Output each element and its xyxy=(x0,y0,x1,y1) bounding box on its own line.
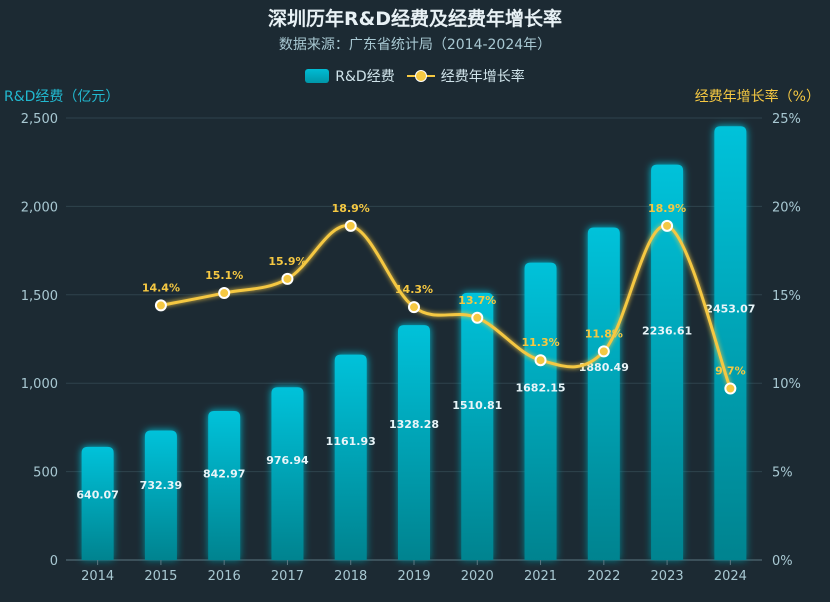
x-tick-label: 2016 xyxy=(208,569,241,584)
x-tick-label: 2019 xyxy=(397,569,430,584)
bar-value-label: 1328.28 xyxy=(389,418,439,431)
y-tick-label-left: 2,000 xyxy=(21,200,58,215)
bar-rd-funding-2014 xyxy=(81,446,114,560)
x-tick-label: 2022 xyxy=(587,569,620,584)
y-axis-left-title: R&D经费（亿元） xyxy=(4,89,120,105)
x-tick-label: 2023 xyxy=(651,569,684,584)
legend: R&D经费 经费年增长率 xyxy=(0,66,830,86)
bar-rd-funding-2015 xyxy=(144,430,177,560)
y-tick-label-right: 20% xyxy=(772,200,801,215)
point-growth-rate-2018 xyxy=(344,219,357,232)
point-value-label: 15.9% xyxy=(268,255,306,268)
point-value-label: 11.8% xyxy=(585,327,623,340)
bar-value-label: 2236.61 xyxy=(642,325,692,338)
y-tick-label-right: 5% xyxy=(772,466,793,481)
point-growth-rate-2015 xyxy=(154,299,167,312)
bar-value-label: 2453.07 xyxy=(705,302,755,315)
x-tick-label: 2015 xyxy=(144,569,177,584)
y-axis-right-title: 经费年增长率（%） xyxy=(694,89,820,105)
y-tick-label-left: 0 xyxy=(50,554,58,569)
bar-value-label: 1510.81 xyxy=(452,399,502,412)
y-tick-label-left: 1,000 xyxy=(21,377,58,392)
bar-rd-funding-2023 xyxy=(651,164,684,560)
bar-rd-funding-2018 xyxy=(334,354,367,560)
x-tick-label: 2014 xyxy=(81,569,114,584)
x-tick-label: 2021 xyxy=(524,569,557,584)
x-tick-label: 2024 xyxy=(714,569,747,584)
x-tick-label: 2017 xyxy=(271,569,304,584)
y-tick-label-right: 15% xyxy=(772,289,801,304)
bar-value-label: 842.97 xyxy=(203,468,245,481)
x-tick-label: 2018 xyxy=(334,569,367,584)
y-tick-label-right: 10% xyxy=(772,377,801,392)
bar-rd-funding-2016 xyxy=(208,410,241,560)
point-value-label: 9.7% xyxy=(715,365,746,378)
point-growth-rate-2024 xyxy=(724,382,737,395)
point-growth-rate-2021 xyxy=(534,354,547,367)
point-value-label: 18.9% xyxy=(332,202,370,215)
y-tick-label-right: 25% xyxy=(772,112,801,127)
legend-label-rd-funding: R&D经费 xyxy=(335,69,395,85)
bar-rd-funding-2017 xyxy=(271,387,304,560)
bar-value-label: 976.94 xyxy=(266,454,309,467)
point-growth-rate-2023 xyxy=(661,219,674,232)
bar-value-label: 1880.49 xyxy=(579,361,629,374)
legend-line-swatch xyxy=(406,69,435,83)
point-value-label: 14.4% xyxy=(142,281,180,294)
legend-item-growth-rate[interactable]: 经费年增长率 xyxy=(406,66,525,86)
bar-rd-funding-2021 xyxy=(524,262,557,560)
legend-bar-swatch xyxy=(305,69,330,83)
point-value-label: 18.9% xyxy=(648,202,686,215)
legend-item-rd-funding[interactable]: R&D经费 xyxy=(305,66,395,86)
chart-title: 深圳历年R&D经费及经费年增长率 xyxy=(268,8,562,30)
point-value-label: 14.3% xyxy=(395,283,433,296)
legend-label-growth-rate: 经费年增长率 xyxy=(440,69,525,85)
bar-rd-funding-2019 xyxy=(398,325,430,560)
bar-value-label: 640.07 xyxy=(76,488,118,501)
point-growth-rate-2016 xyxy=(218,287,231,300)
y-tick-label-left: 2,500 xyxy=(21,112,58,127)
point-growth-rate-2022 xyxy=(597,345,610,358)
bar-rd-funding-2024 xyxy=(714,126,747,560)
point-growth-rate-2019 xyxy=(408,301,420,314)
chart-subtitle: 数据来源：广东省统计局（2014-2024年） xyxy=(278,37,552,53)
point-value-label: 13.7% xyxy=(458,294,496,307)
bar-value-label: 1682.15 xyxy=(515,382,565,395)
x-tick-label: 2020 xyxy=(461,569,494,584)
point-value-label: 15.1% xyxy=(205,269,243,282)
bar-value-label: 732.39 xyxy=(140,479,182,492)
point-growth-rate-2017 xyxy=(281,272,294,285)
point-value-label: 11.3% xyxy=(521,336,559,349)
bar-value-label: 1161.93 xyxy=(326,435,376,448)
y-tick-label-left: 500 xyxy=(33,466,58,481)
y-tick-label-left: 1,500 xyxy=(21,289,58,304)
bar-rd-funding-2022 xyxy=(587,227,620,561)
point-growth-rate-2020 xyxy=(471,311,484,324)
y-tick-label-right: 0% xyxy=(772,554,793,569)
bar-rd-funding-2020 xyxy=(461,292,494,560)
line-growth-rate xyxy=(160,224,732,390)
